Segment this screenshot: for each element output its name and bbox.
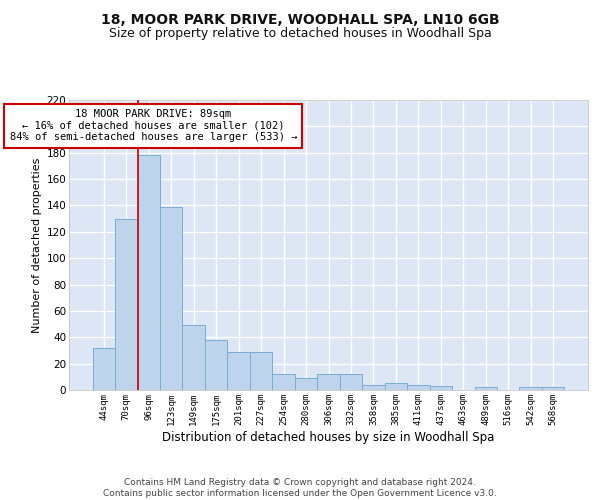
Text: Contains HM Land Registry data © Crown copyright and database right 2024.
Contai: Contains HM Land Registry data © Crown c… [103, 478, 497, 498]
Bar [385, 384, 407, 390]
Bar [250, 352, 272, 390]
Bar [520, 388, 542, 390]
X-axis label: Distribution of detached houses by size in Woodhall Spa: Distribution of detached houses by size … [163, 430, 494, 444]
Y-axis label: Number of detached properties: Number of detached properties [32, 158, 43, 332]
Bar [115, 218, 137, 390]
Bar [362, 384, 385, 390]
Bar [475, 388, 497, 390]
Text: 18, MOOR PARK DRIVE, WOODHALL SPA, LN10 6GB: 18, MOOR PARK DRIVE, WOODHALL SPA, LN10 … [101, 12, 499, 26]
Bar [340, 374, 362, 390]
Bar [317, 374, 340, 390]
Bar [542, 388, 565, 390]
Text: Size of property relative to detached houses in Woodhall Spa: Size of property relative to detached ho… [109, 28, 491, 40]
Bar [407, 384, 430, 390]
Bar [137, 156, 160, 390]
Bar [182, 326, 205, 390]
Bar [205, 340, 227, 390]
Bar [430, 386, 452, 390]
Bar [227, 352, 250, 390]
Bar [295, 378, 317, 390]
Text: 18 MOOR PARK DRIVE: 89sqm
← 16% of detached houses are smaller (102)
84% of semi: 18 MOOR PARK DRIVE: 89sqm ← 16% of detac… [10, 109, 297, 142]
Bar [272, 374, 295, 390]
Bar [92, 348, 115, 390]
Bar [160, 207, 182, 390]
